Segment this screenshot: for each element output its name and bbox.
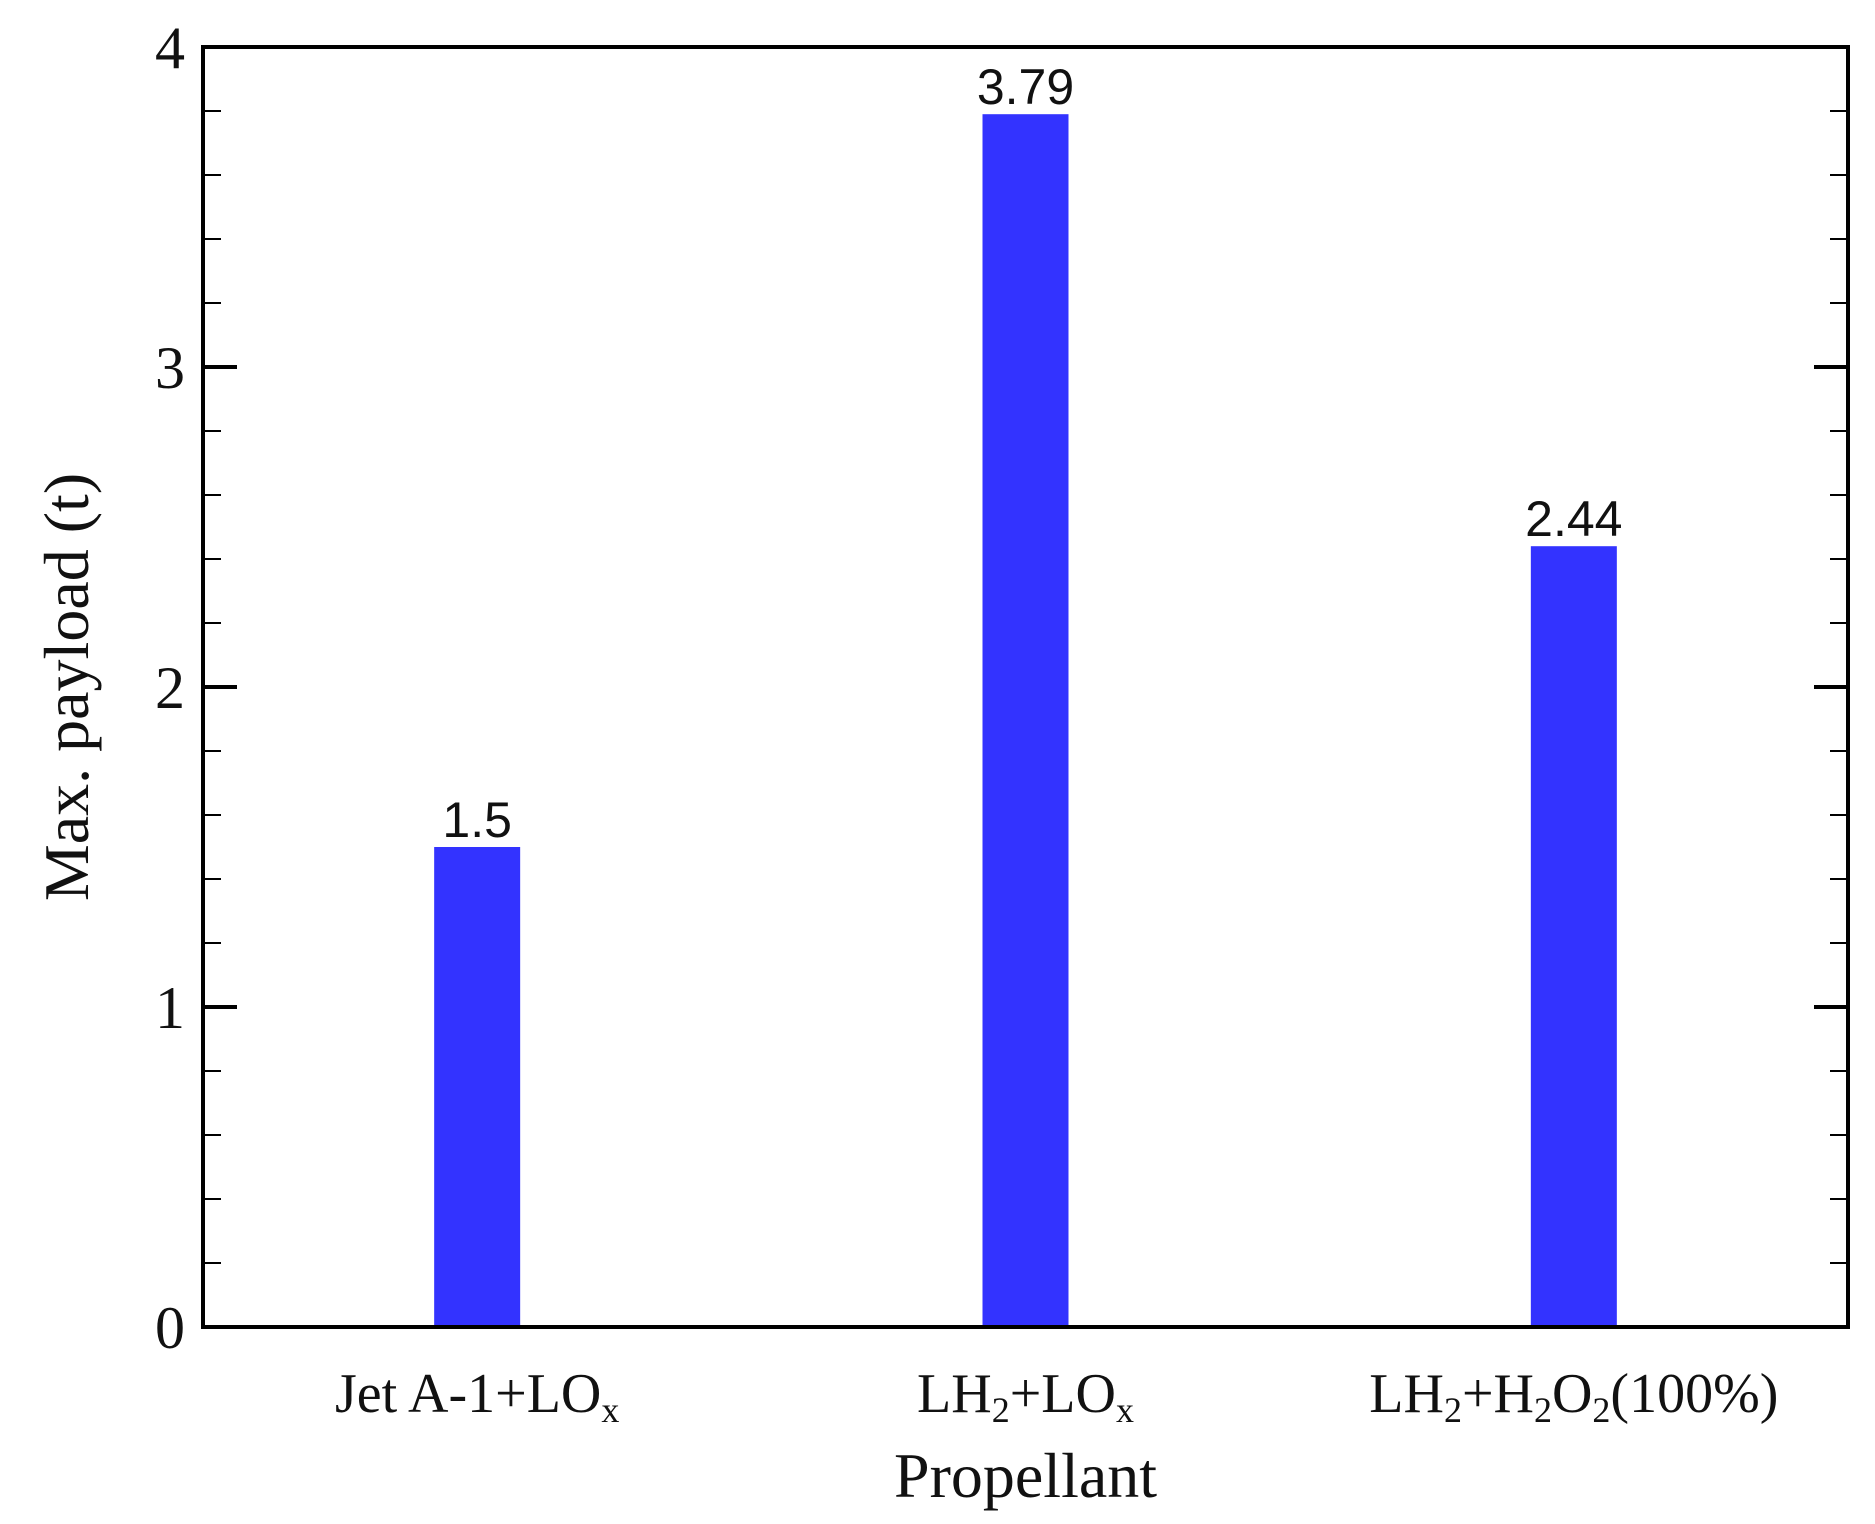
data-labels: 1.5 3.79 2.44 bbox=[442, 59, 1622, 848]
y-tick-label-4: 4 bbox=[155, 15, 185, 81]
data-label-0: 1.5 bbox=[442, 792, 512, 848]
x-category-label-2: LH2+H2O2(100%) bbox=[1369, 1363, 1778, 1430]
y-axis-title: Max. payload (t) bbox=[31, 473, 102, 901]
y-tick-label-0: 0 bbox=[155, 1295, 185, 1361]
data-label-2: 2.44 bbox=[1525, 491, 1622, 547]
y-tick-label-2: 2 bbox=[155, 655, 185, 721]
bar-2 bbox=[1530, 546, 1617, 1327]
category-labels: Jet A-1+LOx LH2+LOx LH2+H2O2(100%) bbox=[335, 1363, 1778, 1430]
y-tick-label-1: 1 bbox=[155, 975, 185, 1041]
x-category-label-0: Jet A-1+LOx bbox=[335, 1363, 619, 1430]
x-category-label-1: LH2+LOx bbox=[917, 1363, 1134, 1430]
y-tick-labels: 0 1 2 3 4 bbox=[155, 15, 185, 1361]
plot-frame bbox=[201, 45, 1850, 1329]
y-tick-label-3: 3 bbox=[155, 335, 185, 401]
bar-1 bbox=[982, 114, 1069, 1328]
bars-group bbox=[434, 114, 1617, 1328]
x-axis-title: Propellant bbox=[894, 1440, 1157, 1511]
data-label-1: 3.79 bbox=[977, 59, 1074, 115]
bar-0 bbox=[434, 847, 521, 1327]
